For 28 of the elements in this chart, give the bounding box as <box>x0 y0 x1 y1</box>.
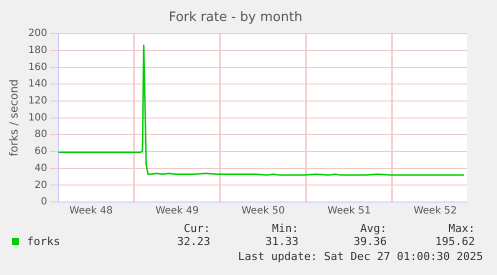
x-tick-label: Week 49 <box>155 206 199 217</box>
text: 195.62 <box>434 235 475 248</box>
x-tick-label: Week 51 <box>328 206 371 217</box>
y-tick-label: 120 <box>28 96 48 107</box>
text: Cur: <box>182 222 210 235</box>
text: 39.36 <box>352 235 387 248</box>
y-tick-label: 0 <box>40 196 48 208</box>
y-tick-label: 200 <box>28 28 48 40</box>
y-tick-label: 40 <box>34 162 48 174</box>
text: 32.23 <box>176 235 210 248</box>
y-tick-label: 60 <box>34 146 48 158</box>
text: Last update: Sat Dec 27 01:00:30 2025 <box>236 250 484 263</box>
x-tick-label: Week 48 <box>69 206 113 217</box>
text: Max: <box>448 222 475 235</box>
y-tick-label: 100 <box>28 112 48 124</box>
x-tick-label: Week 52 <box>414 206 457 217</box>
y-tick-label: 20 <box>34 180 48 191</box>
text: 31.33 <box>264 235 298 248</box>
text: Min: <box>271 222 298 235</box>
y-tick-label: 80 <box>34 129 48 140</box>
y-axis-title: forks / second <box>7 79 20 156</box>
x-tick-label: Week 50 <box>242 206 285 217</box>
y-tick-label: 160 <box>28 62 48 73</box>
chart-title: Fork rate - by month <box>168 10 302 26</box>
y-tick-label: 180 <box>28 45 48 56</box>
text: Avg: <box>359 222 387 235</box>
y-tick-label: 140 <box>28 78 48 90</box>
legend-label: forks <box>27 235 60 248</box>
